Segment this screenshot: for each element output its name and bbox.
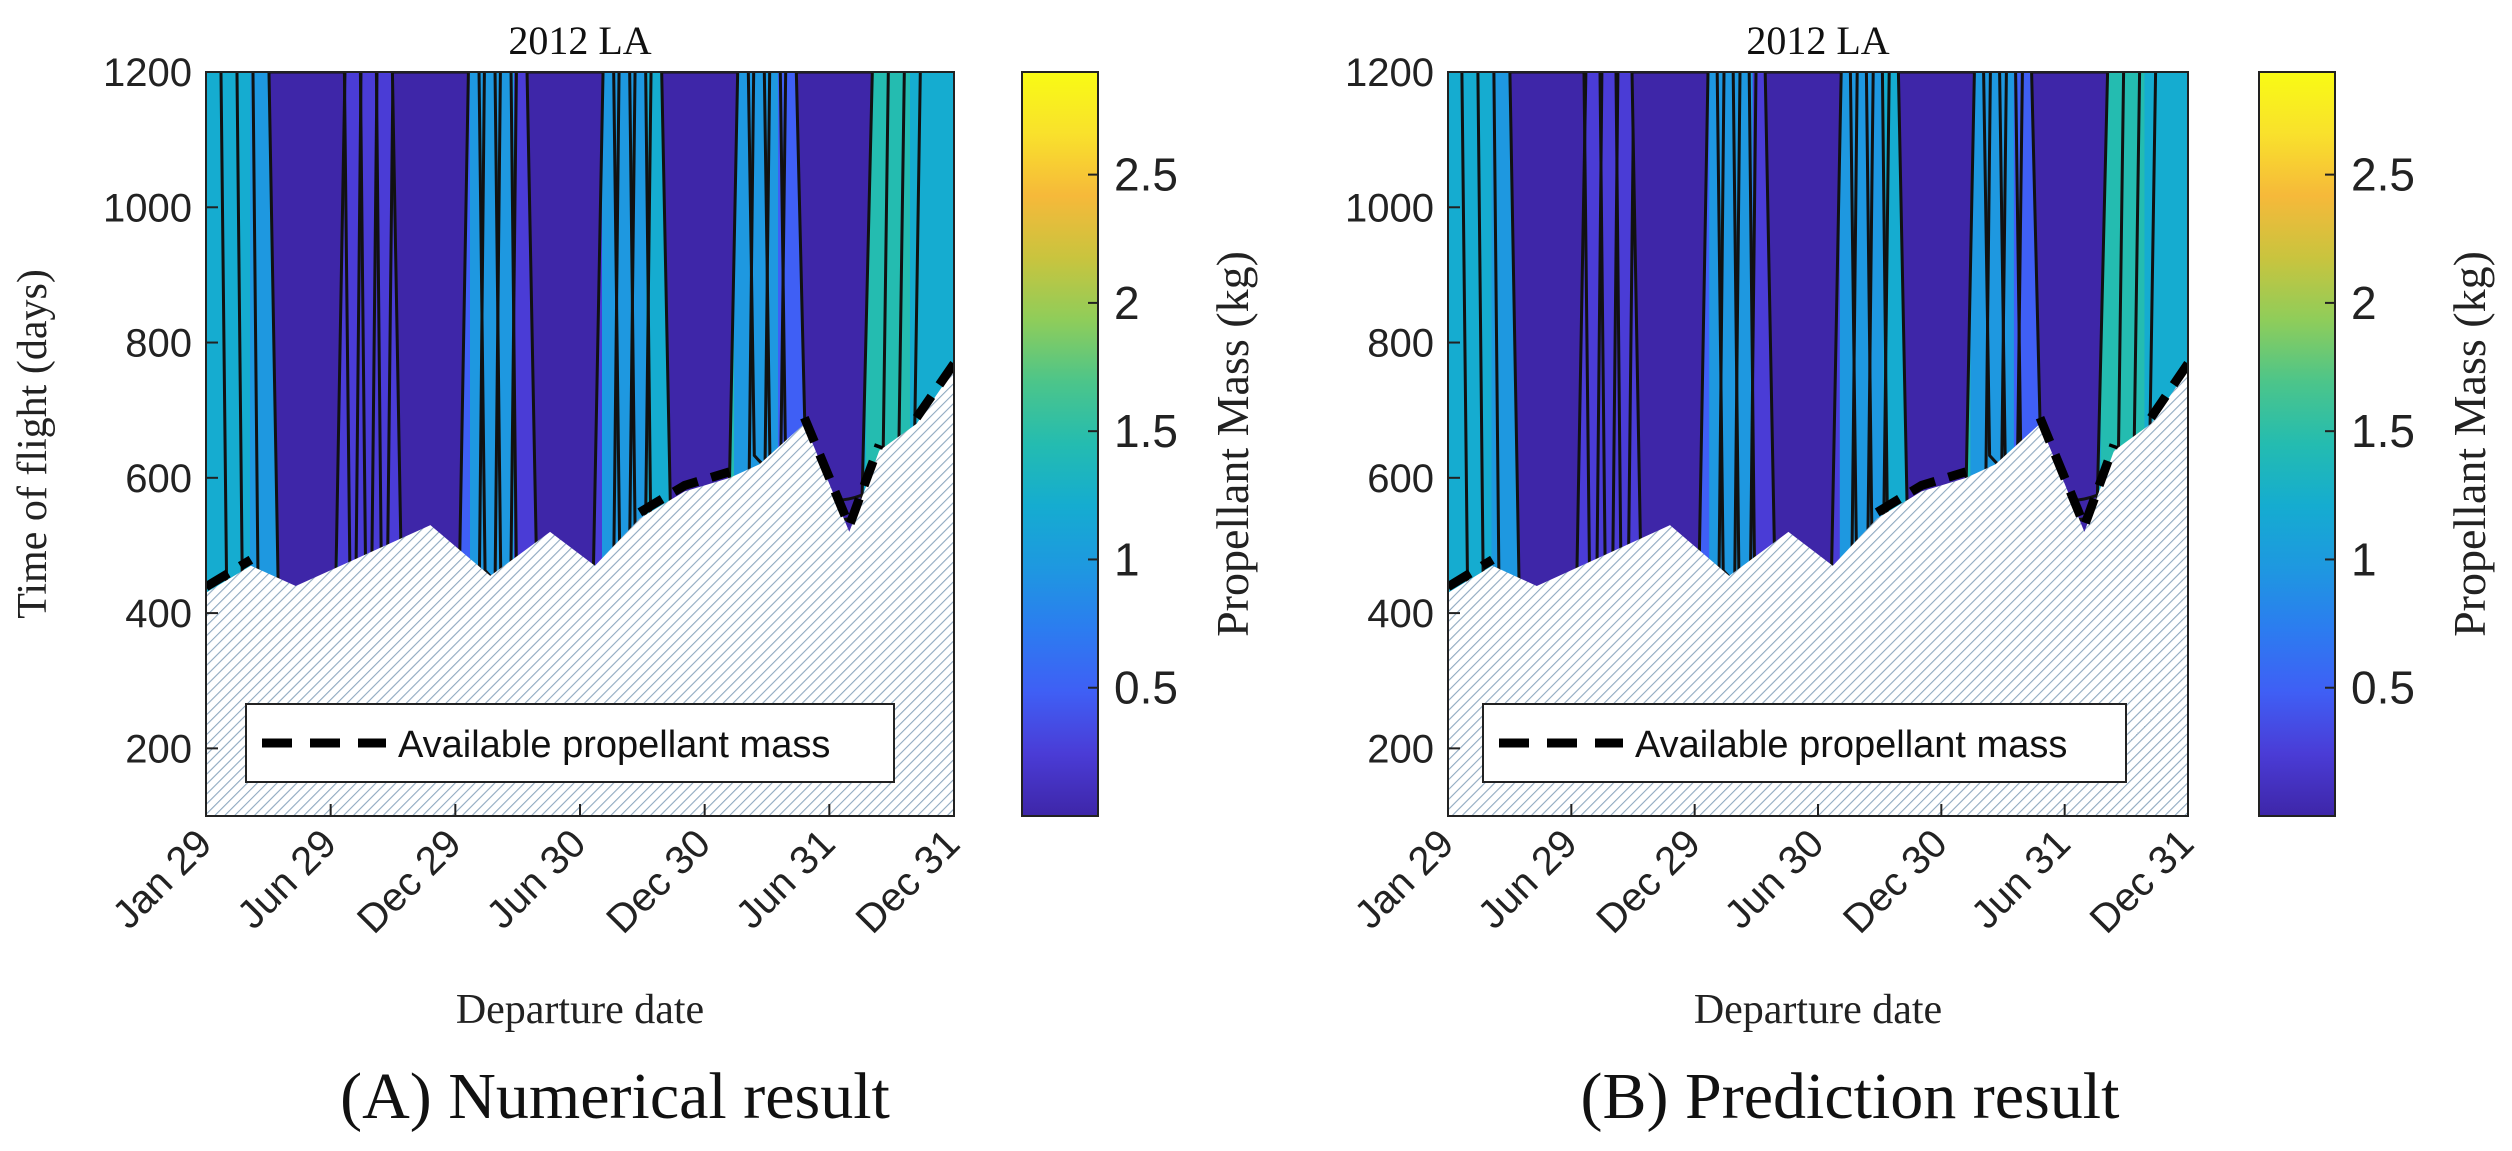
colorbar-label: Propellant Mass (kg) [2444,251,2495,637]
colorbar-tick-label: 2.5 [2351,149,2415,201]
y-tick-label: 200 [125,727,192,771]
y-tick-label: 1200 [103,51,192,95]
y-axis-label: Time of flight (days) [10,269,56,619]
panel-caption: (A) Numerical result [340,1060,890,1133]
available-mass-boundary [912,361,954,421]
y-tick-label: 1200 [1345,51,1434,95]
contour-field [206,72,954,816]
colorbar-tick-label: 0.5 [2351,662,2415,714]
x-tick-label: Dec 29 [1588,821,1709,942]
x-tick-label: Dec 31 [848,821,969,942]
available-mass-boundary [2147,361,2188,421]
x-tick-label: Jun 30 [1716,821,1832,937]
colorbar-tick-label: 1.5 [2351,405,2415,457]
x-tick-label: Dec 30 [1835,821,1956,942]
x-tick-label: Dec 29 [349,821,470,942]
x-axis-label: Departure date [456,987,704,1033]
colorbar [1021,71,1099,817]
panel-caption: (B) Prediction result [1581,1060,2120,1133]
colorbar [2258,71,2336,817]
y-tick-label: 400 [125,592,192,636]
available-mass-boundary [206,555,254,591]
x-tick-label: Jan 29 [1346,821,1462,937]
colorbar-label: Propellant Mass (kg) [1207,251,1258,637]
colorbar-tick-label: 2.5 [1114,149,1178,201]
y-tick-label: 600 [1367,457,1434,501]
y-tick-label: 800 [125,322,192,366]
x-tick-label: Jun 31 [1963,821,2079,937]
y-tick-label: 400 [1367,592,1434,636]
y-tick-label: 800 [1367,322,1434,366]
available-mass-boundary [637,467,731,517]
colorbar-tick-label: 2 [2351,277,2377,329]
x-tick-label: Jan 29 [104,821,220,937]
colorbar-tick-label: 2 [1114,277,1140,329]
y-tick-label: 1000 [103,186,192,230]
legend-box [1482,703,2127,783]
available-mass-boundary [800,415,884,539]
y-tick-label: 1000 [1345,186,1434,230]
colorbar-tick-label: 1 [1114,533,1140,585]
colorbar-tick-label: 0.5 [1114,662,1178,714]
legend-box [245,703,895,783]
available-mass-boundary [1448,555,1495,591]
x-tick-label: Dec 31 [2082,821,2203,942]
legend-label: Available propellant mass [1635,724,2067,766]
x-tick-label: Jun 29 [1470,821,1586,937]
x-tick-label: Jun 30 [478,821,594,937]
legend: Available propellant mass [1482,703,2127,783]
x-tick-label: Dec 30 [598,821,719,942]
x-tick-label: Jun 31 [728,821,844,937]
available-mass-boundary [2035,416,2119,539]
chart-title: 2012 LA [1746,18,1889,63]
legend-label: Available propellant mass [398,724,830,766]
colorbar-tick-label: 1.5 [1114,405,1178,457]
available-mass-boundary [1874,467,1968,517]
colorbar-tick-label: 1 [2351,533,2377,585]
chart-title: 2012 LA [508,18,651,63]
contour-field [1448,72,2188,816]
y-tick-label: 600 [125,457,192,501]
x-tick-label: Jun 29 [229,821,345,937]
y-tick-label: 200 [1367,727,1434,771]
x-axis-label: Departure date [1694,987,1942,1033]
legend: Available propellant mass [245,703,895,783]
